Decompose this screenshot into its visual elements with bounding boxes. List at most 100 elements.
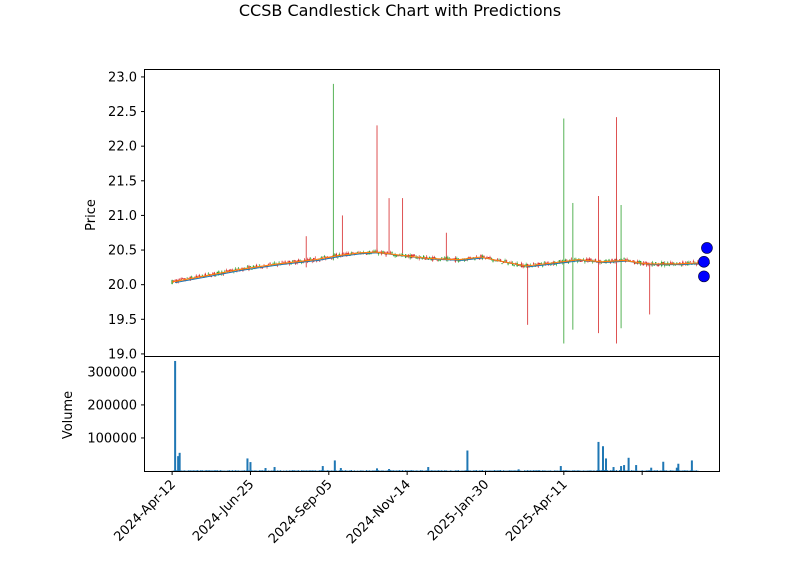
volume-bar (231, 470, 233, 471)
x-tick-label: 2024-Apr-12 (111, 477, 178, 544)
volume-bar (215, 470, 217, 471)
candle-body (543, 262, 545, 264)
candle-body (618, 259, 621, 261)
volume-bar (590, 470, 592, 471)
volume-bar (276, 470, 279, 471)
volume-bar (221, 470, 223, 471)
volume-bar (335, 470, 337, 471)
candle-body (525, 264, 527, 267)
candle-body (178, 278, 181, 280)
volume-bar (441, 470, 443, 471)
candle-body (365, 253, 368, 255)
candle-body (695, 264, 698, 265)
price-y-tick-label: 21.0 (108, 209, 137, 224)
volume-bar (194, 470, 196, 471)
prediction-point (701, 242, 713, 254)
candle-body (670, 262, 672, 264)
price-marks (171, 83, 713, 344)
volume-bar (290, 470, 292, 471)
candle-body (272, 263, 274, 265)
volume-bar (376, 468, 379, 471)
volume-bar (177, 456, 180, 471)
volume-bar (468, 470, 470, 471)
volume-bar (498, 470, 500, 471)
volume-bar (213, 470, 215, 471)
volume-bar (367, 470, 369, 471)
candle-body (420, 256, 422, 258)
candle-body (258, 264, 261, 266)
candle-body (456, 258, 458, 260)
candle-body (496, 259, 499, 261)
volume-bar (346, 470, 348, 471)
candle-body (498, 259, 500, 261)
volume-bar (679, 470, 681, 471)
volume-bar (273, 467, 276, 471)
volume-bar (314, 470, 316, 471)
candle-body (401, 254, 404, 256)
candle-body (310, 258, 312, 260)
volume-bar (395, 470, 398, 471)
candle-body (171, 280, 173, 284)
price-y-tick-label: 21.5 (108, 174, 137, 189)
candle-body (237, 267, 240, 269)
volume-bar (323, 470, 325, 471)
candle-body (255, 264, 258, 268)
candle-body (501, 263, 503, 264)
candle-body (234, 268, 237, 270)
volume-bar (620, 466, 623, 471)
volume-bar (307, 470, 309, 471)
candle-body (594, 259, 597, 261)
volume-bar (611, 470, 613, 471)
volume-bar (201, 470, 203, 471)
candle-body (191, 276, 193, 278)
candle-body (489, 257, 491, 259)
candle-body (504, 260, 506, 262)
candle-body (474, 259, 476, 260)
volume-bar (420, 470, 422, 471)
volume-bar (690, 460, 693, 471)
volume-bar (296, 470, 298, 471)
candle-body (486, 257, 488, 258)
volume-bar (311, 470, 313, 471)
volume-bar (267, 470, 270, 471)
volume-bar (183, 470, 185, 471)
volume-bar (673, 470, 675, 471)
volume-bar (270, 470, 273, 471)
candle-body (207, 273, 209, 275)
volume-bar (646, 470, 648, 471)
volume-bar (204, 470, 206, 471)
candle-body (633, 261, 636, 265)
volume-bar (254, 470, 256, 471)
price-y-tick-label: 19.0 (108, 347, 137, 362)
volume-bar (609, 470, 612, 471)
volume-bar (400, 470, 402, 471)
volume-bar (328, 470, 330, 471)
volume-bar (478, 470, 481, 471)
volume-bar (279, 470, 282, 471)
volume-bar (424, 470, 426, 471)
candle-body (433, 257, 435, 258)
volume-bar (516, 470, 518, 471)
volume-bar (635, 465, 638, 471)
candle-body (468, 256, 470, 259)
volume-bar (653, 470, 655, 471)
candle-body (584, 260, 586, 263)
volume-axis-label: Volume (61, 391, 76, 439)
volume-bar (272, 470, 274, 471)
volume-bar (313, 470, 315, 471)
volume-bar (563, 470, 565, 471)
candle-body (230, 269, 232, 271)
volume-bar (301, 470, 303, 471)
candle-body (261, 267, 264, 269)
volume-bar (388, 469, 391, 471)
volume-bar (515, 470, 517, 471)
volume-bar (189, 470, 191, 471)
volume-bar (236, 470, 238, 471)
candle-body (174, 280, 176, 282)
price-y-tick-label: 20.5 (108, 244, 137, 259)
volume-bar (474, 470, 476, 471)
volume-bar (569, 470, 571, 471)
volume-bar (578, 470, 580, 471)
prediction-point (698, 256, 710, 268)
volume-bar (417, 470, 419, 471)
